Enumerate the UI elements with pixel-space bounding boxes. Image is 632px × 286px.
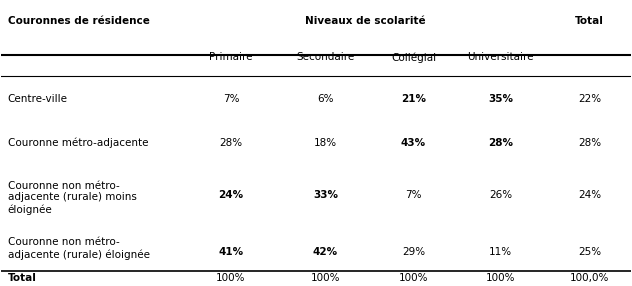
Text: 6%: 6%: [317, 94, 334, 104]
Text: Couronne non métro-
adjacente (rurale) moins
éloignée: Couronne non métro- adjacente (rurale) m…: [8, 181, 137, 215]
Text: 21%: 21%: [401, 94, 426, 104]
Text: 41%: 41%: [219, 247, 243, 257]
Text: Total: Total: [575, 15, 604, 25]
Text: 100,0%: 100,0%: [570, 273, 609, 283]
Text: Total: Total: [8, 273, 37, 283]
Text: Couronne métro-adjacente: Couronne métro-adjacente: [8, 138, 148, 148]
Text: Couronne non métro-
adjacente (rurale) éloignée: Couronne non métro- adjacente (rurale) é…: [8, 237, 150, 260]
Text: 24%: 24%: [219, 190, 243, 200]
Text: Collégial: Collégial: [391, 52, 436, 63]
Text: 18%: 18%: [314, 138, 337, 148]
Text: 100%: 100%: [399, 273, 428, 283]
Text: 100%: 100%: [485, 273, 515, 283]
Text: 100%: 100%: [216, 273, 246, 283]
Text: 33%: 33%: [313, 190, 338, 200]
Text: 25%: 25%: [578, 247, 601, 257]
Text: Couronnes de résidence: Couronnes de résidence: [8, 15, 150, 25]
Text: 100%: 100%: [311, 273, 340, 283]
Text: 7%: 7%: [405, 190, 422, 200]
Text: Universitaire: Universitaire: [467, 52, 533, 62]
Text: Centre-ville: Centre-ville: [8, 94, 68, 104]
Text: 11%: 11%: [489, 247, 512, 257]
Text: 28%: 28%: [219, 138, 243, 148]
Text: 29%: 29%: [402, 247, 425, 257]
Text: 26%: 26%: [489, 190, 512, 200]
Text: 42%: 42%: [313, 247, 338, 257]
Text: Niveaux de scolarité: Niveaux de scolarité: [305, 15, 426, 25]
Text: 22%: 22%: [578, 94, 601, 104]
Text: 43%: 43%: [401, 138, 426, 148]
Text: 28%: 28%: [578, 138, 601, 148]
Text: 7%: 7%: [223, 94, 240, 104]
Text: 24%: 24%: [578, 190, 601, 200]
Text: 28%: 28%: [488, 138, 513, 148]
Text: Primaire: Primaire: [209, 52, 253, 62]
Text: 35%: 35%: [488, 94, 513, 104]
Text: Secondaire: Secondaire: [296, 52, 355, 62]
